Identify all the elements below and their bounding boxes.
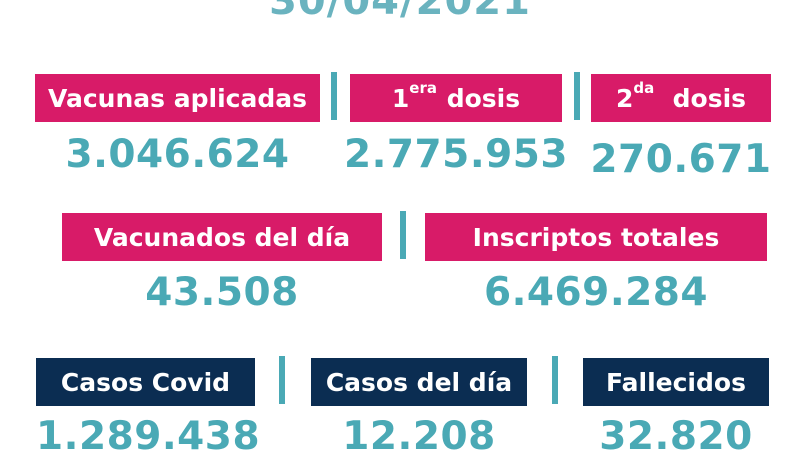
primera-dosis-label: 1 era dosis: [350, 74, 562, 122]
segunda-dosis-sup: da: [633, 79, 655, 97]
fallecidos-value: 32.820: [599, 414, 753, 459]
vacunados-del-dia-label: Vacunados del día: [62, 213, 382, 261]
primera-dosis-rest: dosis: [438, 83, 521, 113]
casos-covid-value: 1.289.438: [36, 414, 261, 459]
divider: [331, 72, 337, 120]
vacunados-del-dia-value: 43.508: [145, 270, 299, 315]
segunda-dosis-num: 2: [615, 83, 634, 113]
segunda-dosis-value: 270.671: [590, 137, 772, 182]
fallecidos-label: Fallecidos: [583, 358, 769, 406]
divider: [552, 356, 558, 404]
vacunados-del-dia-label-text: Vacunados del día: [93, 222, 351, 252]
primera-dosis-value: 2.775.953: [343, 132, 569, 177]
vacunas-aplicadas-label: Vacunas aplicadas: [35, 74, 320, 122]
segunda-dosis-label: 2 da dosis: [591, 74, 771, 122]
casos-covid-label: Casos Covid: [36, 358, 255, 406]
inscriptos-totales-value: 6.469.284: [483, 270, 709, 315]
vacunas-aplicadas-value: 3.046.624: [65, 132, 290, 177]
inscriptos-totales-label-text: Inscriptos totales: [472, 222, 720, 252]
divider: [574, 72, 580, 120]
casos-del-dia-label-text: Casos del día: [325, 367, 513, 397]
fallecidos-label-text: Fallecidos: [606, 367, 746, 397]
casos-covid-label-text: Casos Covid: [60, 367, 231, 397]
divider: [400, 211, 406, 259]
primera-dosis-sup: era: [409, 79, 437, 97]
divider: [279, 356, 285, 404]
inscriptos-totales-label: Inscriptos totales: [425, 213, 767, 261]
segunda-dosis-rest: dosis: [655, 83, 747, 113]
casos-del-dia-label: Casos del día: [311, 358, 527, 406]
vacunas-aplicadas-label-text: Vacunas aplicadas: [48, 83, 307, 113]
primera-dosis-num: 1: [391, 83, 410, 113]
report-date: 30/04/2021: [269, 0, 531, 24]
casos-del-dia-value: 12.208: [342, 414, 496, 459]
